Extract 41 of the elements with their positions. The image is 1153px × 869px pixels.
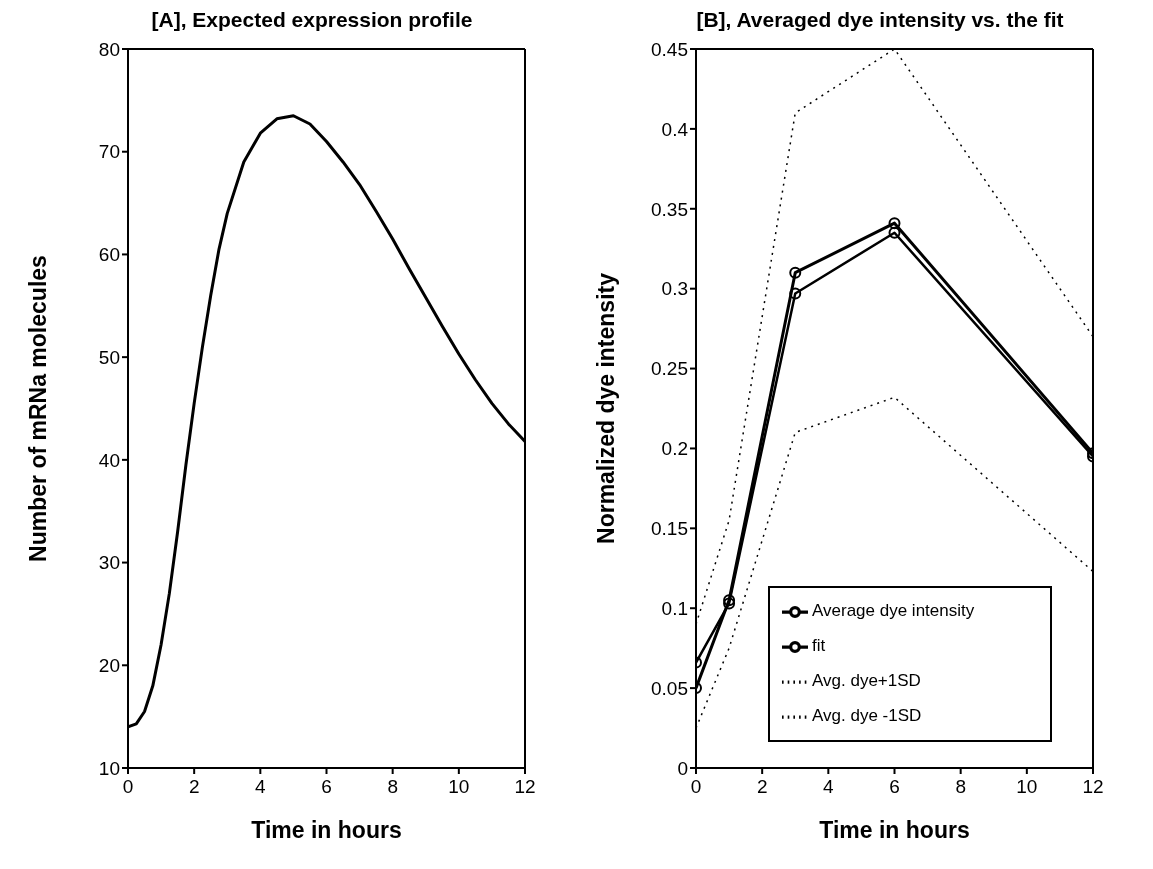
x-tick-label: 0: [122, 776, 134, 798]
x-tick-label: 2: [756, 776, 768, 798]
y-tick-label: 0.05: [651, 677, 688, 699]
y-tick-label: 0: [677, 757, 688, 779]
x-tick-label: 6: [889, 776, 900, 798]
y-tick-label: 50: [98, 346, 120, 368]
y-tick-label: 70: [98, 141, 120, 163]
x-axis-title: Time in hours: [819, 817, 970, 843]
legend-label: Avg. dye+1SD: [812, 671, 921, 690]
y-tick-label: 30: [98, 552, 120, 574]
legend-label: Average dye intensity: [812, 601, 975, 620]
y-tick-label: 0.25: [651, 358, 688, 380]
y-tick-label: 0.45: [651, 38, 688, 60]
x-tick-label: 10: [1016, 776, 1038, 798]
y-tick-label: 20: [98, 655, 120, 677]
x-tick-label: 6: [321, 776, 332, 798]
chart-title: [B], Averaged dye intensity vs. the fit: [695, 8, 1065, 33]
x-tick-label: 12: [514, 776, 536, 798]
y-tick-label: 0.15: [651, 518, 688, 540]
x-tick-label: 8: [387, 776, 398, 798]
y-tick-label: 40: [98, 449, 120, 471]
x-tick-label: 12: [1082, 776, 1104, 798]
y-tick-label: 0.2: [661, 438, 688, 460]
y-tick-label: 0.3: [661, 278, 688, 300]
y-tick-label: 10: [98, 757, 120, 779]
x-axis-title: Time in hours: [251, 817, 402, 843]
y-axis-title: Normalized dye intensity: [593, 272, 620, 544]
chart-title: [A], Expected expression profile: [150, 8, 474, 33]
x-tick-label: 8: [955, 776, 966, 798]
y-tick-label: 0.4: [661, 118, 689, 140]
y-axis-title: Number of mRNa molecules: [25, 255, 52, 562]
y-tick-label: 60: [98, 244, 120, 266]
x-tick-label: 4: [255, 776, 267, 798]
x-tick-label: 10: [448, 776, 470, 798]
y-tick-label: 80: [98, 38, 120, 60]
x-tick-label: 2: [188, 776, 200, 798]
y-tick-label: 0.1: [661, 597, 688, 619]
y-tick-label: 0.35: [651, 198, 688, 220]
legend-label: fit: [812, 636, 826, 655]
legend-label: Avg. dye -1SD: [812, 706, 922, 725]
x-tick-label: 4: [823, 776, 835, 798]
